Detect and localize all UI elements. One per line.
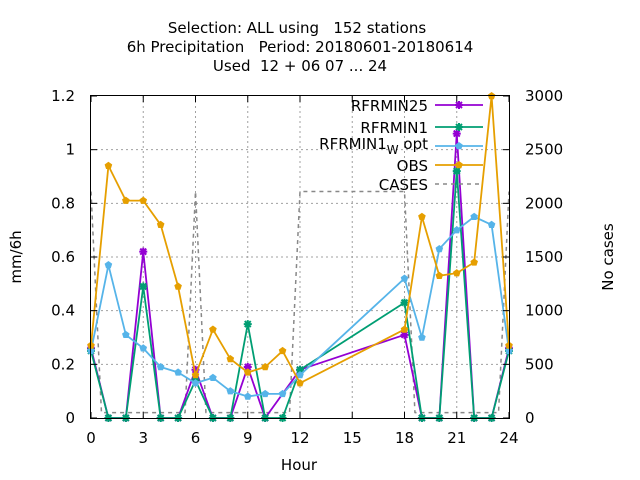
- legend-label-rfrmin1w-main: RFRMIN1: [319, 135, 387, 153]
- y-tick-label: 0: [65, 409, 75, 427]
- data-point-rfrmin1w-opt: [435, 244, 444, 253]
- series-line-rfrmin1: [90, 170, 510, 419]
- data-point-obs: [296, 379, 304, 387]
- legend-label-rfrmin1w-opt: RFRMIN1W opt: [319, 135, 428, 157]
- legend-label-cases: CASES: [379, 176, 428, 194]
- data-point-rfrmin1: [452, 167, 461, 176]
- x-axis-label: Hour: [281, 456, 318, 474]
- series-line-rfrmin1w-opt: [90, 215, 510, 398]
- data-point-rfrmin1w-opt: [122, 330, 130, 339]
- y2-tick-label: 1500: [525, 248, 563, 266]
- data-point-rfrmin25: [139, 247, 148, 256]
- series-obs: [87, 92, 513, 387]
- series-line-obs: [90, 95, 510, 385]
- legend-label-rfrmin25: RFRMIN25: [351, 97, 428, 115]
- data-point-rfrmin25: [452, 129, 461, 138]
- legend-marker-rfrmin1: [455, 123, 463, 131]
- x-tick-label: 0: [86, 429, 96, 447]
- data-point-rfrmin1w-opt: [470, 212, 478, 220]
- axes: 0 3 6 9 12 15 18 21 24 0 0.2 0.4 0.6 0.8 1 1.2 0 500 1000 1…: [51, 87, 563, 447]
- y-tick-label: 0.8: [51, 194, 75, 212]
- data-point-rfrmin1w-opt: [139, 344, 148, 352]
- data-point-obs: [156, 220, 165, 229]
- data-point-obs: [400, 325, 409, 333]
- y-tick-label: 1: [65, 141, 75, 159]
- legend: RFRMIN25 RFRMIN1 RFRMIN1W opt OBS CASES: [319, 97, 483, 194]
- y2-tick-label: 3000: [525, 87, 563, 105]
- data-point-rfrmin1w-opt: [174, 368, 182, 376]
- data-point-rfrmin1: [400, 298, 409, 307]
- data-point-obs: [122, 196, 130, 204]
- y-tick-label: 1.2: [51, 87, 75, 105]
- data-point-obs: [226, 354, 235, 363]
- y2-tick-label: 0: [525, 409, 535, 427]
- chart-title-line-3: Used 12 + 06 07 ... 24: [213, 57, 387, 75]
- data-point-obs: [191, 371, 200, 379]
- x-tick-label: 9: [243, 429, 253, 447]
- data-point-obs: [243, 368, 252, 376]
- data-point-obs: [418, 212, 426, 220]
- y2-axis-label: No cases: [599, 223, 617, 291]
- x-tick-label: 18: [395, 429, 414, 447]
- data-point-rfrmin1w-opt: [418, 333, 426, 341]
- y-tick-label: 0.4: [51, 302, 75, 320]
- data-point-rfrmin1w-opt: [487, 220, 496, 229]
- chart-title-line-2: 6h Precipitation Period: 20180601-201806…: [127, 38, 474, 56]
- data-point-rfrmin1w-opt: [226, 387, 235, 395]
- legend-label-rfrmin1w-tail: opt: [399, 135, 428, 153]
- data-point-obs: [139, 196, 148, 204]
- data-point-obs: [104, 161, 113, 169]
- chart-title-line-1: Selection: ALL using 152 stations: [168, 19, 427, 37]
- data-point-rfrmin1: [243, 320, 252, 329]
- x-tick-label: 24: [499, 429, 518, 447]
- data-point-obs: [278, 346, 287, 355]
- data-point-obs: [470, 258, 478, 266]
- y-axis-label: mm/6h: [7, 230, 25, 283]
- y2-tick-label: 1000: [525, 302, 563, 320]
- legend-label-rfrmin1: RFRMIN1: [360, 119, 428, 137]
- data-point-rfrmin1w-opt: [278, 389, 287, 398]
- y-tick-label: 0.2: [51, 355, 75, 373]
- data-point-rfrmin1w-opt: [261, 389, 269, 398]
- chart-title: Selection: ALL using 152 stations 6h Pre…: [127, 19, 474, 75]
- data-point-rfrmin25: [243, 363, 252, 372]
- y2-tick-label: 2500: [525, 141, 563, 159]
- data-point-rfrmin1w-opt: [191, 379, 200, 387]
- legend-label-obs: OBS: [397, 157, 428, 175]
- data-point-rfrmin1: [139, 282, 148, 291]
- data-point-obs: [209, 325, 217, 333]
- data-point-obs: [261, 363, 269, 371]
- x-tick-label: 6: [191, 429, 201, 447]
- x-tick-label: 12: [290, 429, 309, 447]
- data-point-rfrmin1: [296, 365, 304, 374]
- plot-frame: [90, 95, 510, 419]
- data-point-obs: [452, 269, 461, 277]
- data-point-rfrmin1w-opt: [452, 226, 461, 234]
- data-point-rfrmin1w-opt: [243, 392, 252, 400]
- data-point-rfrmin1w-opt: [400, 274, 409, 282]
- legend-marker-rfrmin25: [455, 101, 463, 109]
- legend-marker-rfrmin1w-opt: [455, 142, 463, 150]
- data-point-rfrmin1w-opt: [104, 261, 113, 269]
- y-tick-label: 0.6: [51, 248, 75, 266]
- data-point-rfrmin25: [400, 330, 409, 339]
- x-tick-label: 3: [138, 429, 148, 447]
- data-point-rfrmin1w-opt: [156, 363, 165, 371]
- y2-tick-label: 500: [525, 355, 554, 373]
- x-tick-label: 21: [447, 429, 466, 447]
- legend-label-rfrmin1w-sub: W: [387, 143, 399, 157]
- x-tick-label: 15: [343, 429, 362, 447]
- data-point-rfrmin1w-opt: [209, 373, 217, 381]
- legend-marker-obs: [455, 161, 463, 169]
- data-point-rfrmin1w-opt: [296, 371, 304, 379]
- data-point-obs: [435, 271, 444, 280]
- data-point-obs: [174, 282, 182, 290]
- y2-tick-label: 2000: [525, 194, 563, 212]
